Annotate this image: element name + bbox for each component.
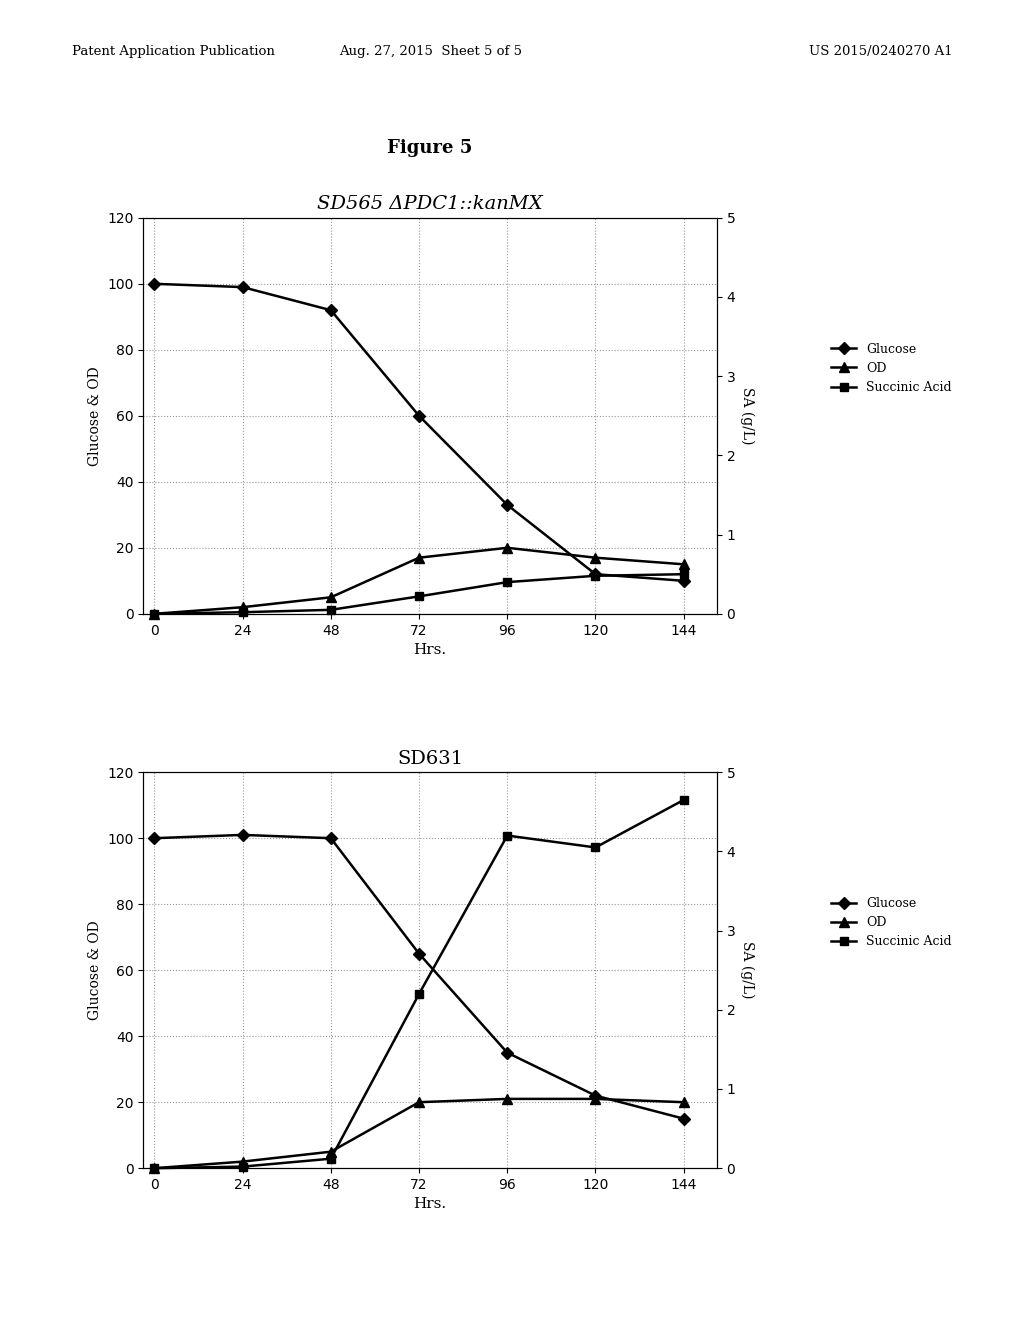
Y-axis label: Glucose & OD: Glucose & OD	[88, 920, 101, 1020]
Y-axis label: SA (g/L): SA (g/L)	[740, 941, 755, 999]
Title: SD631: SD631	[397, 750, 463, 768]
Text: Figure 5: Figure 5	[387, 139, 473, 157]
Text: US 2015/0240270 A1: US 2015/0240270 A1	[809, 45, 952, 58]
Title: SD565 ΔPDC1::kanMX: SD565 ΔPDC1::kanMX	[317, 195, 543, 214]
Text: Patent Application Publication: Patent Application Publication	[72, 45, 274, 58]
Y-axis label: SA (g/L): SA (g/L)	[740, 387, 755, 445]
Legend: Glucose, OD, Succinic Acid: Glucose, OD, Succinic Acid	[826, 892, 956, 953]
X-axis label: Hrs.: Hrs.	[414, 643, 446, 657]
X-axis label: Hrs.: Hrs.	[414, 1197, 446, 1212]
Y-axis label: Glucose & OD: Glucose & OD	[88, 366, 101, 466]
Text: Aug. 27, 2015  Sheet 5 of 5: Aug. 27, 2015 Sheet 5 of 5	[339, 45, 521, 58]
Legend: Glucose, OD, Succinic Acid: Glucose, OD, Succinic Acid	[826, 338, 956, 399]
